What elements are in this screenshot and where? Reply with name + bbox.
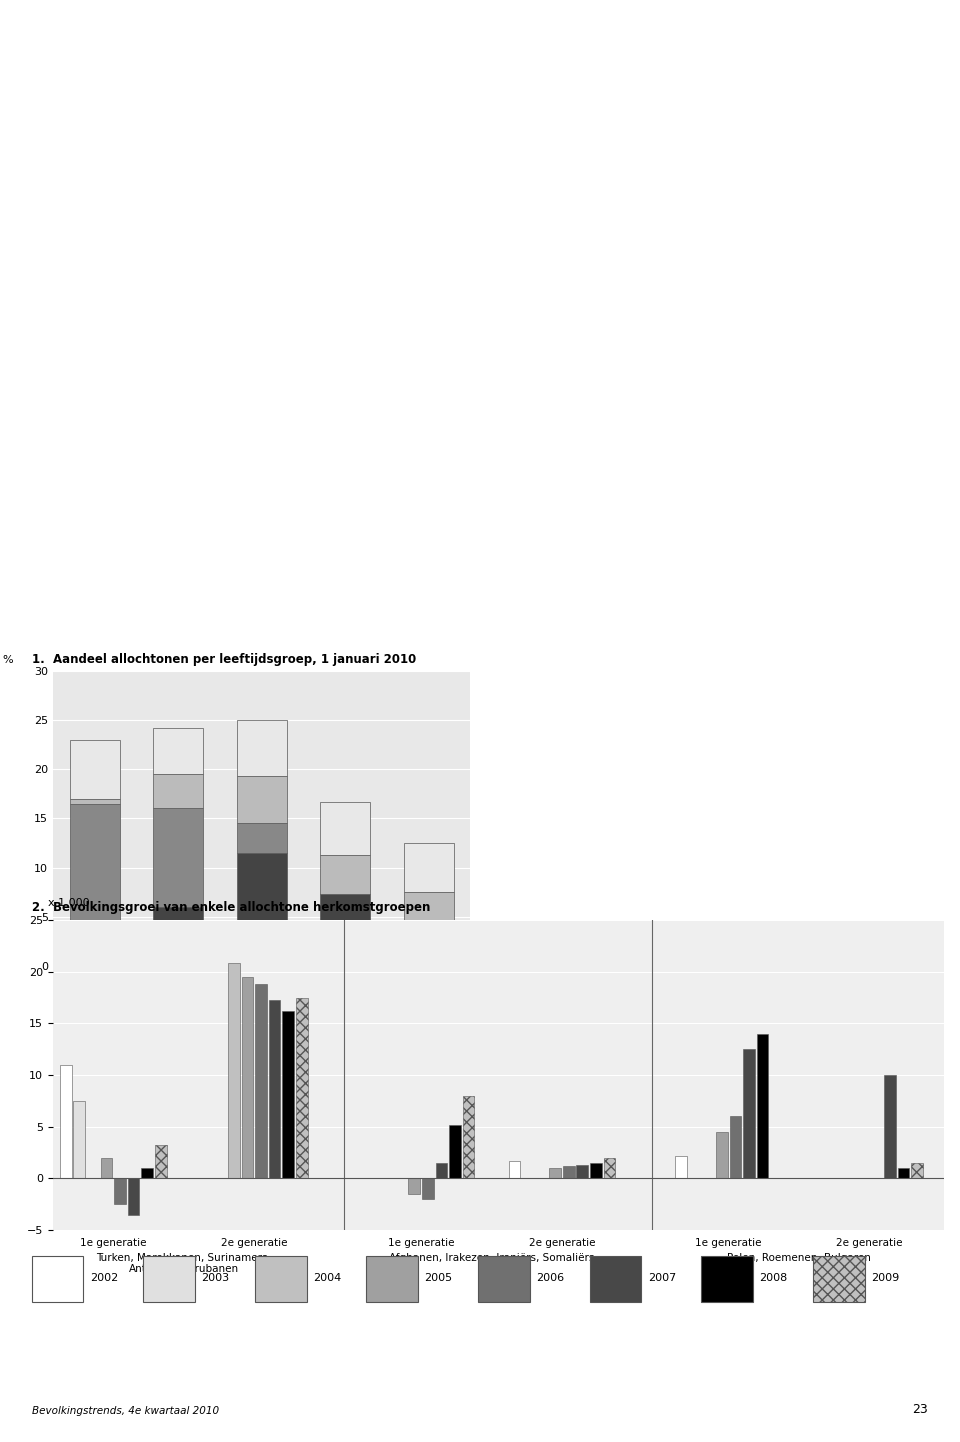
Bar	[604, 1158, 615, 1178]
Bar	[153, 809, 204, 907]
Bar	[449, 1125, 461, 1178]
FancyBboxPatch shape	[813, 1256, 865, 1302]
Text: 2006: 2006	[536, 1273, 564, 1282]
Text: Bevolkingstrends, 4e kwartaal 2010: Bevolkingstrends, 4e kwartaal 2010	[32, 1406, 219, 1416]
Text: Niet-westers, eerste generatie: Niet-westers, eerste generatie	[111, 1076, 271, 1086]
Bar	[236, 720, 287, 776]
Bar	[320, 802, 371, 855]
Text: %: %	[3, 655, 13, 665]
Text: 1e generatie: 1e generatie	[80, 1239, 147, 1249]
Bar	[69, 803, 120, 952]
Text: Polen, Roemenen, Bulgaren: Polen, Roemenen, Bulgaren	[728, 1253, 871, 1263]
FancyBboxPatch shape	[32, 1256, 84, 1302]
FancyBboxPatch shape	[143, 1256, 195, 1302]
Bar	[155, 1145, 167, 1178]
Bar	[716, 1132, 728, 1178]
Bar	[296, 998, 307, 1178]
Bar	[242, 976, 253, 1178]
Bar	[898, 1168, 909, 1178]
Bar	[403, 893, 454, 937]
Text: 2004: 2004	[313, 1273, 341, 1282]
Bar	[436, 1162, 447, 1178]
Text: 2e generatie: 2e generatie	[529, 1239, 595, 1249]
Text: 1e generatie: 1e generatie	[388, 1239, 454, 1249]
Bar	[153, 907, 204, 966]
Bar	[422, 1178, 434, 1200]
Bar	[884, 1076, 896, 1178]
Bar	[509, 1161, 520, 1178]
Bar	[69, 799, 120, 803]
Text: 23: 23	[913, 1403, 928, 1416]
Text: Westers, tweede generatie: Westers, tweede generatie	[111, 970, 252, 981]
Text: 2e generatie: 2e generatie	[836, 1239, 903, 1249]
Bar	[228, 963, 240, 1178]
Bar	[403, 937, 454, 966]
FancyBboxPatch shape	[478, 1256, 530, 1302]
Bar	[549, 1168, 561, 1178]
Bar	[563, 1167, 574, 1178]
Bar	[269, 999, 280, 1178]
Text: Afghanen, Irakezen, Iraniërs, Somaliërs: Afghanen, Irakezen, Iraniërs, Somaliërs	[389, 1253, 594, 1263]
Bar	[128, 1178, 139, 1214]
Text: Turken, Marokkanen, Surinamers,
Antillianen/Arubanen: Turken, Marokkanen, Surinamers, Antillia…	[96, 1253, 271, 1275]
FancyBboxPatch shape	[61, 1001, 99, 1027]
Text: 2009: 2009	[871, 1273, 900, 1282]
Bar	[408, 1178, 420, 1194]
Text: x 1 000: x 1 000	[48, 897, 90, 907]
Text: Westers, eerste generatie: Westers, eerste generatie	[111, 1007, 247, 1017]
Bar	[141, 1168, 153, 1178]
Bar	[114, 1178, 126, 1204]
Bar	[743, 1050, 755, 1178]
Bar	[676, 1155, 687, 1178]
FancyBboxPatch shape	[701, 1256, 753, 1302]
Bar	[403, 844, 454, 893]
FancyBboxPatch shape	[61, 1070, 99, 1096]
Text: 2005: 2005	[424, 1273, 452, 1282]
Bar	[320, 894, 371, 966]
Bar	[756, 1034, 768, 1178]
Bar	[74, 1100, 85, 1178]
Bar	[236, 776, 287, 823]
Text: 2e generatie: 2e generatie	[221, 1239, 287, 1249]
Bar	[320, 855, 371, 894]
FancyBboxPatch shape	[61, 966, 99, 992]
Bar	[101, 1158, 112, 1178]
FancyBboxPatch shape	[367, 1256, 419, 1302]
Bar	[282, 1011, 294, 1178]
Bar	[730, 1116, 741, 1178]
Bar	[576, 1165, 588, 1178]
FancyBboxPatch shape	[255, 1256, 306, 1302]
Bar	[69, 952, 120, 966]
Bar	[153, 774, 204, 809]
Bar	[236, 823, 287, 852]
Bar	[911, 1162, 923, 1178]
FancyBboxPatch shape	[589, 1256, 641, 1302]
Text: 2.  Bevolkingsgroei van enkele allochtone herkomstgroepen: 2. Bevolkingsgroei van enkele allochtone…	[32, 901, 430, 914]
Text: 1e generatie: 1e generatie	[695, 1239, 762, 1249]
Text: 2008: 2008	[759, 1273, 787, 1282]
Bar	[153, 728, 204, 774]
Text: Niet-westers, tweede generatie: Niet-westers, tweede generatie	[111, 1041, 276, 1051]
Text: 2007: 2007	[648, 1273, 676, 1282]
Text: 1.  Aandeel allochtonen per leeftijdsgroep, 1 januari 2010: 1. Aandeel allochtonen per leeftijdsgroe…	[32, 653, 416, 666]
Text: 2002: 2002	[89, 1273, 118, 1282]
Bar	[69, 740, 120, 799]
Bar	[60, 1064, 72, 1178]
FancyBboxPatch shape	[61, 1035, 99, 1061]
Bar	[236, 852, 287, 966]
Bar	[590, 1162, 602, 1178]
Bar	[463, 1096, 474, 1178]
Text: 2003: 2003	[202, 1273, 229, 1282]
Bar	[255, 983, 267, 1178]
